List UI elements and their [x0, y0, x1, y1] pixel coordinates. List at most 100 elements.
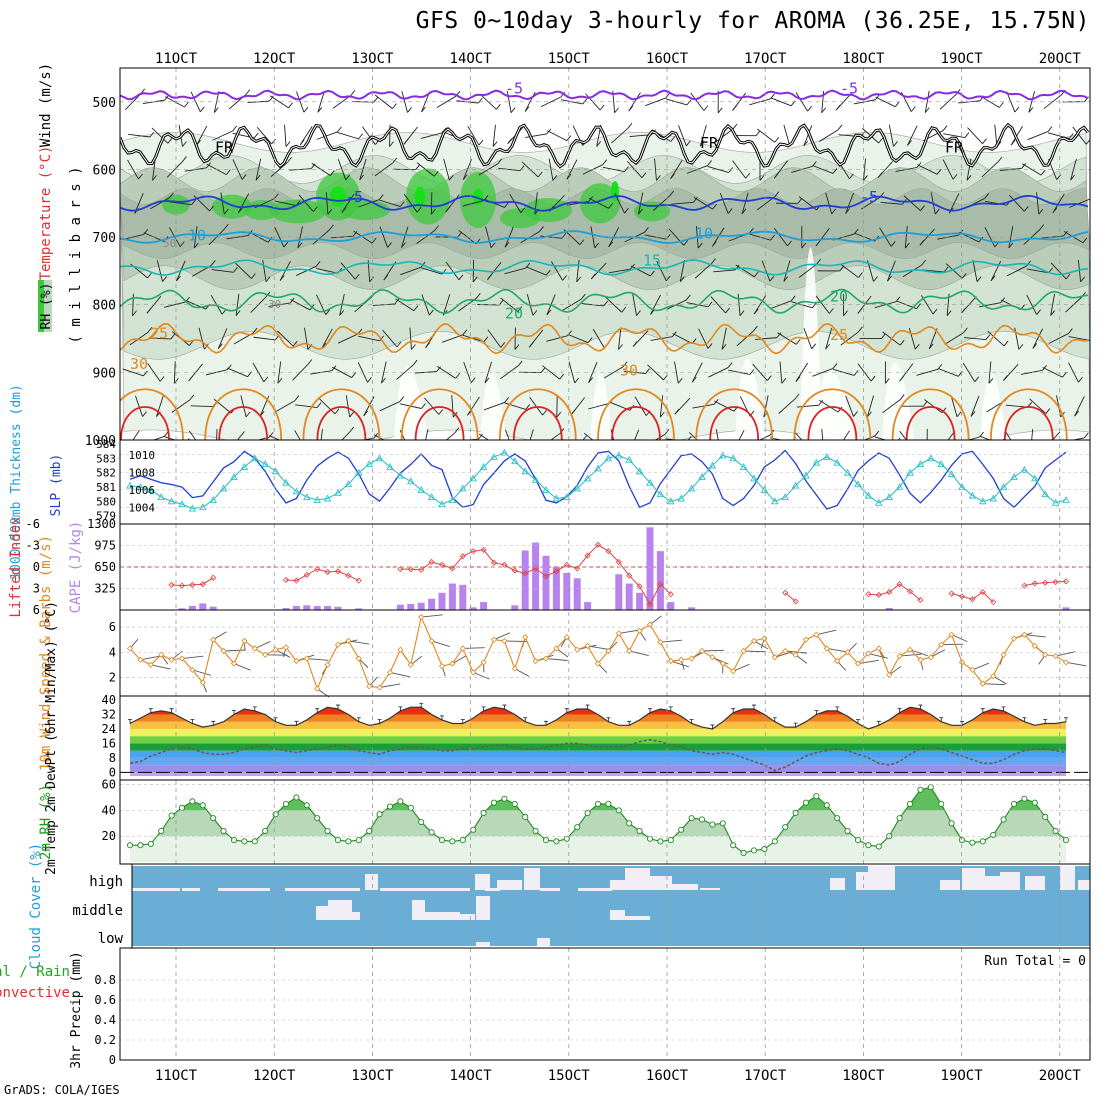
cloud-gap-middle — [316, 906, 328, 920]
wind-barb — [874, 436, 888, 440]
bottom-date-label: 14OCT — [450, 1068, 493, 1084]
cloud-gap-high — [540, 888, 560, 891]
thickness-point — [677, 494, 685, 502]
rh-point — [459, 837, 466, 844]
lifted-index-point — [210, 574, 217, 581]
wind-barb-flag — [394, 298, 400, 305]
wind-barb-flag — [147, 326, 153, 333]
wind-speed-point — [511, 665, 518, 672]
thickness-point — [864, 491, 873, 499]
wind-barb-flag — [223, 223, 229, 230]
wind-barb-flag — [188, 375, 194, 382]
wind-barb-flag — [825, 343, 830, 350]
wind-barb — [694, 263, 712, 279]
wind-barb-flag — [707, 160, 712, 166]
wind-barb-flag — [1063, 230, 1068, 237]
wind-barb-flag — [517, 306, 523, 312]
thickness-tick-label: 582 — [96, 467, 116, 480]
wind-barb — [297, 226, 303, 248]
wind-barb — [644, 234, 667, 240]
temp-minmax-tick — [1043, 719, 1048, 724]
wind-barb — [987, 330, 1005, 347]
cloud-gap-high — [650, 876, 672, 890]
wind-barb — [888, 124, 894, 147]
wind-speed-point — [470, 669, 477, 676]
wind-speed-point — [615, 630, 622, 637]
wind-barb — [304, 327, 309, 350]
rh-point — [958, 837, 966, 844]
wind-barb-flag — [837, 406, 843, 413]
wind-barb — [1042, 367, 1063, 378]
lifted-index-point — [563, 561, 570, 568]
thickness-point — [1020, 465, 1029, 473]
wind-barb — [500, 365, 519, 380]
wind-barb-flag — [369, 276, 374, 283]
wind-barb-flag — [271, 138, 276, 145]
rh-point — [896, 815, 903, 822]
thickness-point — [479, 463, 488, 470]
wind-barb-flag — [899, 375, 905, 382]
wind-barb — [125, 93, 141, 111]
rh-fill — [130, 836, 1066, 862]
cloud-gap-high — [182, 888, 200, 891]
wind-barb-flag — [602, 159, 608, 165]
wind-barb-flag — [269, 95, 274, 102]
wind-barb-flag — [732, 123, 738, 130]
wind-barb-flag — [478, 139, 484, 146]
rh-point — [168, 812, 175, 819]
thickness-point — [365, 460, 373, 468]
rh-point — [282, 800, 290, 807]
precip-axis-label: 3hr Precip (mm) — [69, 951, 84, 1068]
wind-barb-flag — [998, 102, 1004, 108]
wind-barb-flag — [711, 241, 717, 247]
rh-point — [927, 784, 934, 791]
thickness-point — [708, 461, 717, 469]
wind-barb-flag — [358, 133, 363, 140]
wind-barb — [236, 431, 245, 440]
wind-barb-flag — [1045, 443, 1049, 448]
wind-barb — [735, 264, 755, 278]
wind-barb-flag — [341, 207, 347, 213]
wind-barb-flag — [241, 174, 247, 180]
rh-point — [418, 818, 425, 826]
wind-barb-flag — [561, 232, 567, 239]
lifted-index-point — [594, 541, 602, 548]
wind-barb — [275, 400, 296, 413]
wind-barb — [216, 428, 218, 440]
rh-point — [1000, 816, 1007, 823]
wind-barb-flag — [392, 103, 397, 109]
wind-barb-flag — [728, 167, 734, 173]
wind-barb-flag — [337, 126, 342, 133]
contour-label: 25 — [150, 325, 168, 343]
thickness-point — [916, 460, 925, 468]
cape-bar — [188, 606, 196, 610]
wind-speed-point — [355, 655, 362, 662]
wind-barb — [198, 327, 205, 350]
rh-tick-label: 20 — [102, 829, 116, 843]
lifted-index-point — [1031, 580, 1038, 587]
wind-barb-10m — [514, 668, 530, 677]
wind-barb — [478, 433, 490, 440]
wind-barb-flag — [838, 444, 842, 449]
wind-barb-flag — [143, 370, 148, 377]
wind-barb-10m — [992, 675, 1007, 685]
wind-speed-point — [376, 684, 383, 691]
wind-barb — [487, 329, 502, 348]
bottom-date-label: 20OCT — [1039, 1068, 1082, 1084]
wind-barb — [373, 434, 385, 440]
wind-barb — [226, 234, 249, 240]
wind-barb-flag — [630, 445, 634, 450]
wind-barb — [928, 328, 938, 349]
wind-barb-flag — [170, 333, 176, 340]
contour-label: 30 — [130, 355, 148, 373]
wind-barb-flag — [601, 442, 605, 447]
wind-barb-flag — [484, 377, 490, 384]
wind-barb — [379, 401, 400, 412]
thickness-tick-label: 583 — [96, 452, 116, 465]
wind-barb — [374, 162, 393, 177]
temp-color-fill — [130, 707, 1066, 776]
thickness-point — [625, 455, 633, 463]
wind-barb — [1008, 194, 1025, 212]
wind-barb — [604, 366, 624, 379]
wind-barb-flag — [887, 275, 892, 282]
